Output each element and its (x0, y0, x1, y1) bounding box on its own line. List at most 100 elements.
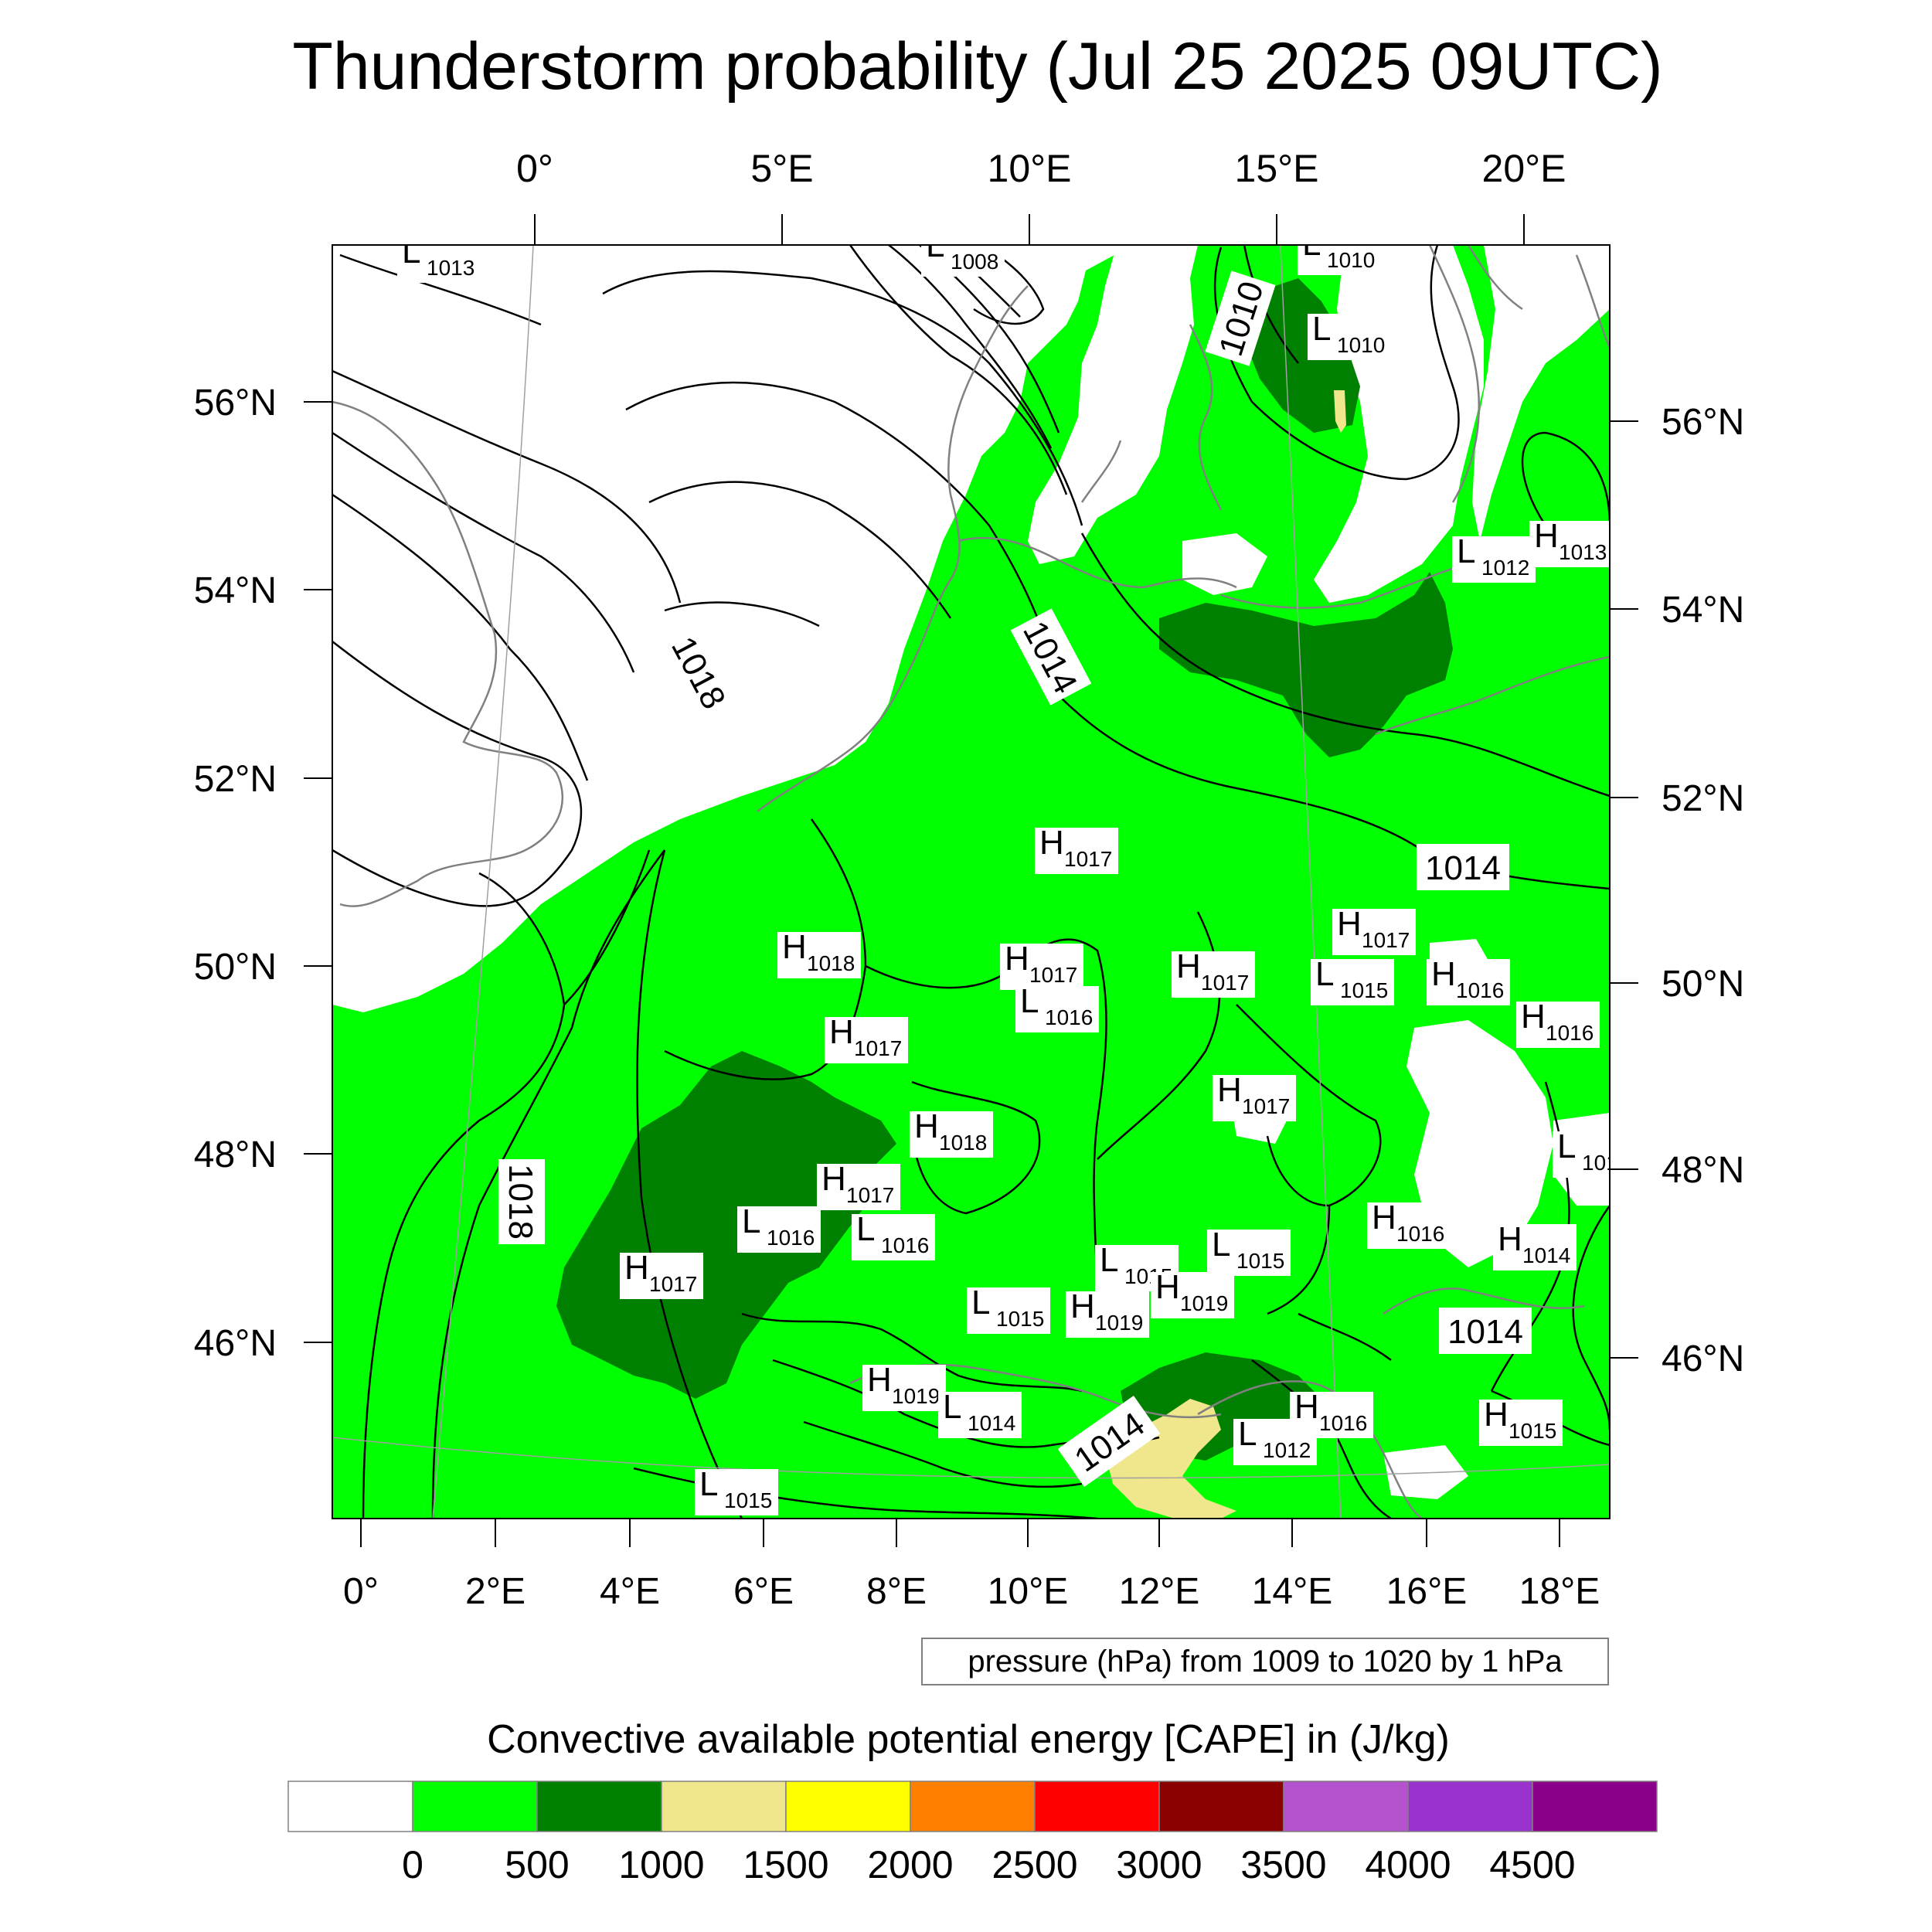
pressure-center-value: 1017 (1201, 971, 1249, 995)
top-longitude-labels: 0° 5°E 10°E 15°E 20°E (516, 147, 1566, 190)
colorbar-tick-label: 1000 (618, 1843, 704, 1886)
contour-info-box: pressure (hPa) from 1009 to 1020 by 1 hP… (921, 1638, 1609, 1685)
pressure-center-symbol: H (1039, 824, 1064, 862)
high-pressure-center: H 1014 (1493, 1220, 1577, 1270)
pressure-center-value: 1019 (892, 1384, 940, 1408)
pressure-center-value: 1012 (1263, 1438, 1311, 1462)
low-pressure-center: L 1015 (1311, 955, 1394, 1005)
right-latitude-axis (1610, 420, 1638, 1359)
low-pressure-center: L 1010 (1308, 310, 1391, 360)
colorbar-swatch (1407, 1781, 1533, 1832)
bottom-lon-label: 0° (343, 1571, 379, 1612)
pressure-center-value: 1015 (724, 1488, 772, 1512)
colorbar-swatch (785, 1781, 911, 1832)
low-pressure-center: L 1015 (967, 1284, 1050, 1334)
cape-field-500-1000-west (556, 1051, 896, 1399)
left-lat-label: 48°N (194, 1134, 277, 1175)
high-pressure-center: H 1018 (910, 1107, 993, 1158)
colorbar-tick-label: 0 (402, 1843, 423, 1886)
pressure-center-value: 1010 (1327, 248, 1375, 272)
right-lat-label: 56°N (1662, 402, 1744, 443)
top-lon-label: 10°E (988, 147, 1072, 190)
right-lat-label: 54°N (1662, 590, 1744, 631)
left-latitude-axis (304, 401, 332, 1343)
low-pressure-center: L 1012 (1452, 532, 1536, 583)
bottom-lon-label: 16°E (1386, 1571, 1468, 1612)
colorbar-swatch (1532, 1781, 1658, 1832)
pressure-center-value: 1017 (846, 1183, 894, 1207)
bottom-lon-label: 8°E (866, 1571, 927, 1612)
colorbar-tick-label: 2000 (867, 1843, 953, 1886)
colorbar-tick-label: 1500 (743, 1843, 828, 1886)
pressure-center-symbol: H (1217, 1071, 1242, 1109)
pressure-center-symbol: H (1005, 940, 1029, 978)
top-lon-label: 0° (516, 147, 553, 190)
high-pressure-center: H 1015 (1479, 1396, 1563, 1446)
low-pressure-center: L 1015 (695, 1465, 778, 1515)
pressure-center-symbol: L (1100, 1241, 1118, 1279)
colorbar-swatch (536, 1781, 662, 1832)
colorbar (287, 1781, 1658, 1832)
high-pressure-center: H 1018 (777, 928, 861, 978)
cape-field-none-south-patch (1383, 1445, 1468, 1499)
colorbar-swatch (661, 1781, 787, 1832)
high-pressure-center: H 1017 (620, 1249, 703, 1299)
bottom-longitude-labels: 0° 2°E 4°E 6°E 8°E 10°E 12°E 14°E 16°E 1… (343, 1571, 1600, 1612)
low-pressure-center: L 1016 (1015, 982, 1099, 1032)
colorbar-swatch (1283, 1781, 1409, 1832)
pressure-center-symbol: H (782, 928, 807, 966)
pressure-center-symbol: L (1020, 982, 1039, 1020)
pressure-center-symbol: L (1302, 225, 1321, 263)
high-pressure-center: H 1017 (817, 1160, 900, 1210)
colorbar-swatch (287, 1781, 413, 1832)
bottom-lon-label: 14°E (1252, 1571, 1333, 1612)
high-pressure-center: H 1017 (1213, 1071, 1296, 1121)
right-latitude-labels: 56°N 54°N 52°N 50°N 48°N 46°N (1662, 402, 1744, 1379)
cape-field-none-east (1472, 245, 1610, 541)
bottom-lon-label: 10°E (988, 1571, 1069, 1612)
left-lat-label: 52°N (194, 759, 277, 800)
pressure-center-value: 1015 (996, 1307, 1044, 1331)
high-pressure-center: H 1017 (1172, 947, 1255, 998)
bottom-lon-label: 4°E (600, 1571, 660, 1612)
low-pressure-center: L 1010 (1298, 225, 1381, 275)
pressure-center-value: 1015 (1340, 978, 1388, 1002)
top-lon-label: 20°E (1482, 147, 1566, 190)
pressure-center-symbol: L (943, 1388, 961, 1426)
colorbar-tick-label: 3500 (1240, 1843, 1326, 1886)
pressure-center-symbol: H (914, 1107, 939, 1145)
low-pressure-center: L 1012 (1233, 1415, 1317, 1465)
high-pressure-center: H 1016 (1367, 1199, 1451, 1249)
left-latitude-labels: 56°N 54°N 52°N 50°N 48°N 46°N (194, 383, 277, 1364)
high-pressure-center: H 1017 (825, 1013, 908, 1063)
cape-field-1000-1500-north (1334, 390, 1346, 433)
pressure-center-value: 1017 (649, 1272, 697, 1296)
pressure-center-value: 1016 (881, 1233, 929, 1257)
colorbar-swatch (412, 1781, 538, 1832)
high-pressure-center: H 1019 (1066, 1287, 1149, 1338)
bottom-lon-label: 2°E (465, 1571, 526, 1612)
cape-field-500-1000-north (1244, 278, 1360, 433)
colorbar-tick-label: 4500 (1489, 1843, 1575, 1886)
pressure-center-value: 1010 (1337, 333, 1385, 357)
colorbar-tick-label: 500 (505, 1843, 569, 1886)
top-longitude-axis (534, 214, 1525, 245)
pressure-center-symbol: L (1457, 532, 1475, 570)
isobar-label-text: 1014 (1447, 1313, 1523, 1351)
coastlines (332, 245, 1610, 1519)
colorbar-tick-label: 3000 (1116, 1843, 1202, 1886)
bottom-lon-label: 12°E (1119, 1571, 1200, 1612)
pressure-center-symbol: L (742, 1202, 760, 1240)
pressure-center-symbol: L (1212, 1226, 1230, 1264)
pressure-center-value: 1014 (1522, 1243, 1570, 1267)
pressure-center-value: 1019 (1095, 1311, 1143, 1335)
pressure-center-symbol: H (821, 1160, 846, 1198)
pressure-center-value: 1014 (968, 1411, 1015, 1435)
cape-field-none-north (1028, 245, 1198, 564)
left-lat-label: 56°N (194, 383, 277, 423)
pressure-center-value: 1015 (1509, 1419, 1556, 1443)
high-pressure-center: H 1016 (1427, 955, 1510, 1005)
pressure-center-symbol: L (1238, 1415, 1257, 1453)
colorbar-tick-label: 4000 (1365, 1843, 1451, 1886)
figure-title: Thunderstorm probability (Jul 25 2025 09… (292, 29, 1662, 104)
